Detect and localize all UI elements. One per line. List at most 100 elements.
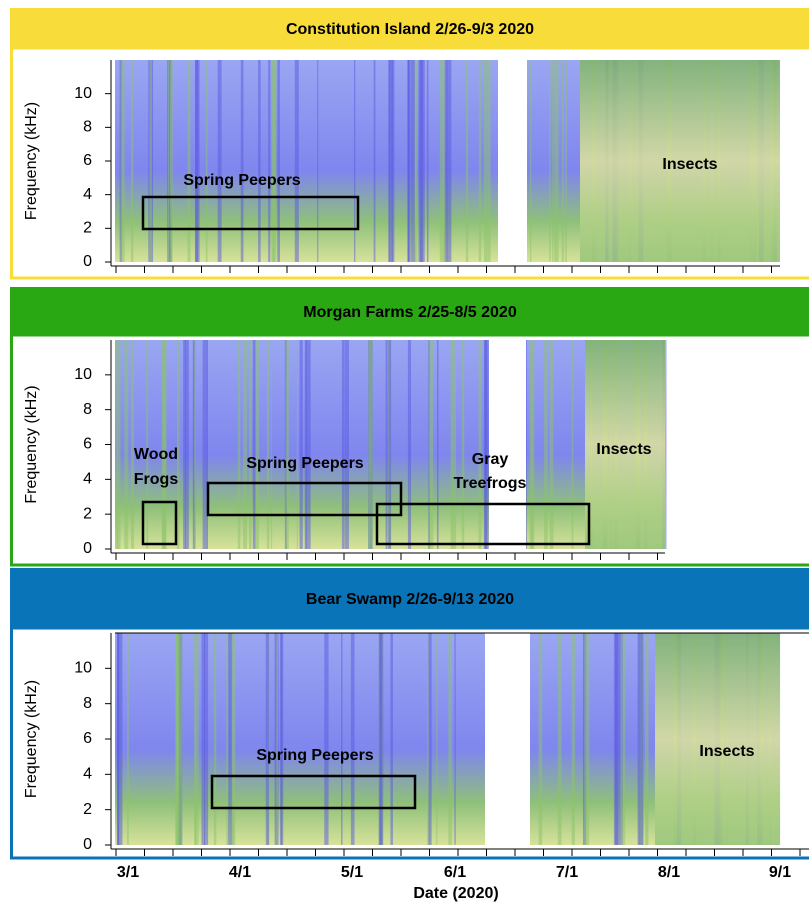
y-tick-label: 0 [83, 540, 92, 557]
x-tick-label: 4/1 [229, 864, 251, 881]
spectrogram-stripe [281, 633, 283, 845]
spectrogram-stripe [203, 340, 208, 549]
annotation: Spring Peepers [246, 455, 363, 472]
spectrogram-stripe [530, 60, 531, 262]
spectrogram-stripe [390, 633, 393, 845]
spectrogram-stripe [374, 60, 376, 262]
spectrogram-stripe [164, 340, 166, 549]
spectrogram-stripe [276, 633, 278, 845]
spectrogram-stripe [177, 340, 179, 549]
y-tick-label: 0 [83, 836, 92, 853]
spectrogram-stripe [300, 340, 303, 549]
spectrogram-stripe [621, 633, 623, 845]
spectrogram-stripe [436, 633, 437, 845]
spectrogram-stripe [550, 340, 554, 549]
spectrogram-stripe [447, 60, 452, 262]
spectrogram-stripe [415, 60, 418, 262]
spectrogram-stripe [243, 340, 247, 549]
x-axis-label: Date (2020) [413, 885, 498, 902]
spectrogram-stripe [342, 340, 344, 549]
y-tick-label: 10 [74, 660, 92, 677]
spectrogram-stripe [204, 633, 208, 845]
spectrogram-stripe [228, 633, 232, 845]
spectrogram-stripe [188, 60, 191, 262]
y-axis-label: Frequency (kHz) [23, 385, 40, 503]
spectrogram-stripe [420, 60, 425, 262]
spectrogram-stripe [197, 633, 198, 845]
spectrogram-stripe [214, 633, 216, 845]
y-tick-label: 8 [83, 695, 92, 712]
recording-gap [489, 340, 526, 553]
x-tick-label: 3/1 [117, 864, 139, 881]
spectrogram-stripe [531, 340, 532, 549]
spectrogram-stripe [297, 340, 298, 549]
spectrogram-stripe [117, 340, 120, 549]
spectrogram-stripe [201, 633, 203, 845]
spectrogram-stripe [408, 340, 411, 549]
spectrogram-stripe [354, 60, 355, 262]
spectrogram-stripe [238, 340, 241, 549]
y-tick-label: 2 [83, 801, 92, 818]
spectrogram-stripe [277, 60, 280, 262]
spectrogram-stripe [572, 340, 574, 549]
spectrogram-stripe [226, 633, 228, 845]
spectrogram-stripe [453, 340, 456, 549]
spectrogram-stripe [341, 633, 342, 845]
spectrogram-stripe [391, 60, 394, 262]
spectrogram-stripe [410, 60, 415, 262]
spectrogram-stripe [250, 340, 251, 549]
spectrogram-stripe [258, 60, 261, 262]
spectrogram-stripe [295, 60, 299, 262]
spectrogram-stripe [554, 60, 558, 262]
y-tick-label: 10 [74, 366, 92, 383]
spectrogram-stripe [117, 633, 119, 845]
y-tick-label: 0 [83, 253, 92, 270]
x-tick-label: 7/1 [556, 864, 578, 881]
spectrogram-stripe [539, 633, 543, 845]
spectrogram-stripe [195, 633, 197, 845]
spectrogram-stripe [558, 633, 562, 845]
x-tick-label: 6/1 [444, 864, 466, 881]
spectrogram-stripe [195, 60, 200, 262]
spectrogram-stripe [272, 60, 276, 262]
y-tick-label: 4 [83, 186, 92, 203]
spectrogram-stripe [466, 60, 468, 262]
spectrogram-stripe [317, 60, 318, 262]
spectrogram-stripe [408, 60, 409, 262]
spectrogram-stripe [170, 60, 171, 262]
annotation: Wood [134, 446, 178, 463]
spectrogram-stripe [207, 340, 208, 549]
spectrogram-stripe [178, 633, 182, 845]
x-tick-label: 5/1 [341, 864, 363, 881]
spectrogram-stripe [639, 633, 643, 845]
panel-title: Morgan Farms 2/25-8/5 2020 [303, 304, 517, 321]
spectrogram-stripe [429, 340, 434, 549]
spectrogram-stripe [124, 340, 128, 549]
spectrogram-stripe [256, 340, 259, 549]
spectrogram-stripe [241, 60, 244, 262]
annotation: Spring Peepers [183, 172, 300, 189]
spectrogram-stripe [344, 340, 349, 549]
x-tick-label: 8/1 [658, 864, 680, 881]
spectrogram-stripe [388, 340, 391, 549]
spectrogram-stripe [444, 60, 445, 262]
spectrogram-stripe [584, 633, 589, 845]
spectrogram-stripe [127, 633, 129, 845]
spectrogram-stripe [306, 340, 311, 549]
spectrogram-stripe [149, 60, 151, 262]
spectrogram-stripe [544, 340, 548, 549]
panel-title: Bear Swamp 2/26-9/13 2020 [306, 591, 514, 608]
spectrogram-stripe [131, 60, 133, 262]
annotation: Frogs [134, 471, 179, 488]
spectrogram-stripe [552, 60, 553, 262]
y-tick-label: 10 [74, 85, 92, 102]
panel-title: Constitution Island 2/26-9/3 2020 [286, 21, 534, 38]
spectrogram-stripe [351, 633, 355, 845]
spectrogram-stripe [647, 633, 649, 845]
y-tick-label: 6 [83, 152, 92, 169]
spectrogram-stripe [451, 340, 454, 549]
y-tick-label: 4 [83, 766, 92, 783]
spectrogram-stripe [131, 340, 134, 549]
y-axis-label: Frequency (kHz) [23, 102, 40, 220]
spectrogram-stripe [267, 340, 269, 549]
